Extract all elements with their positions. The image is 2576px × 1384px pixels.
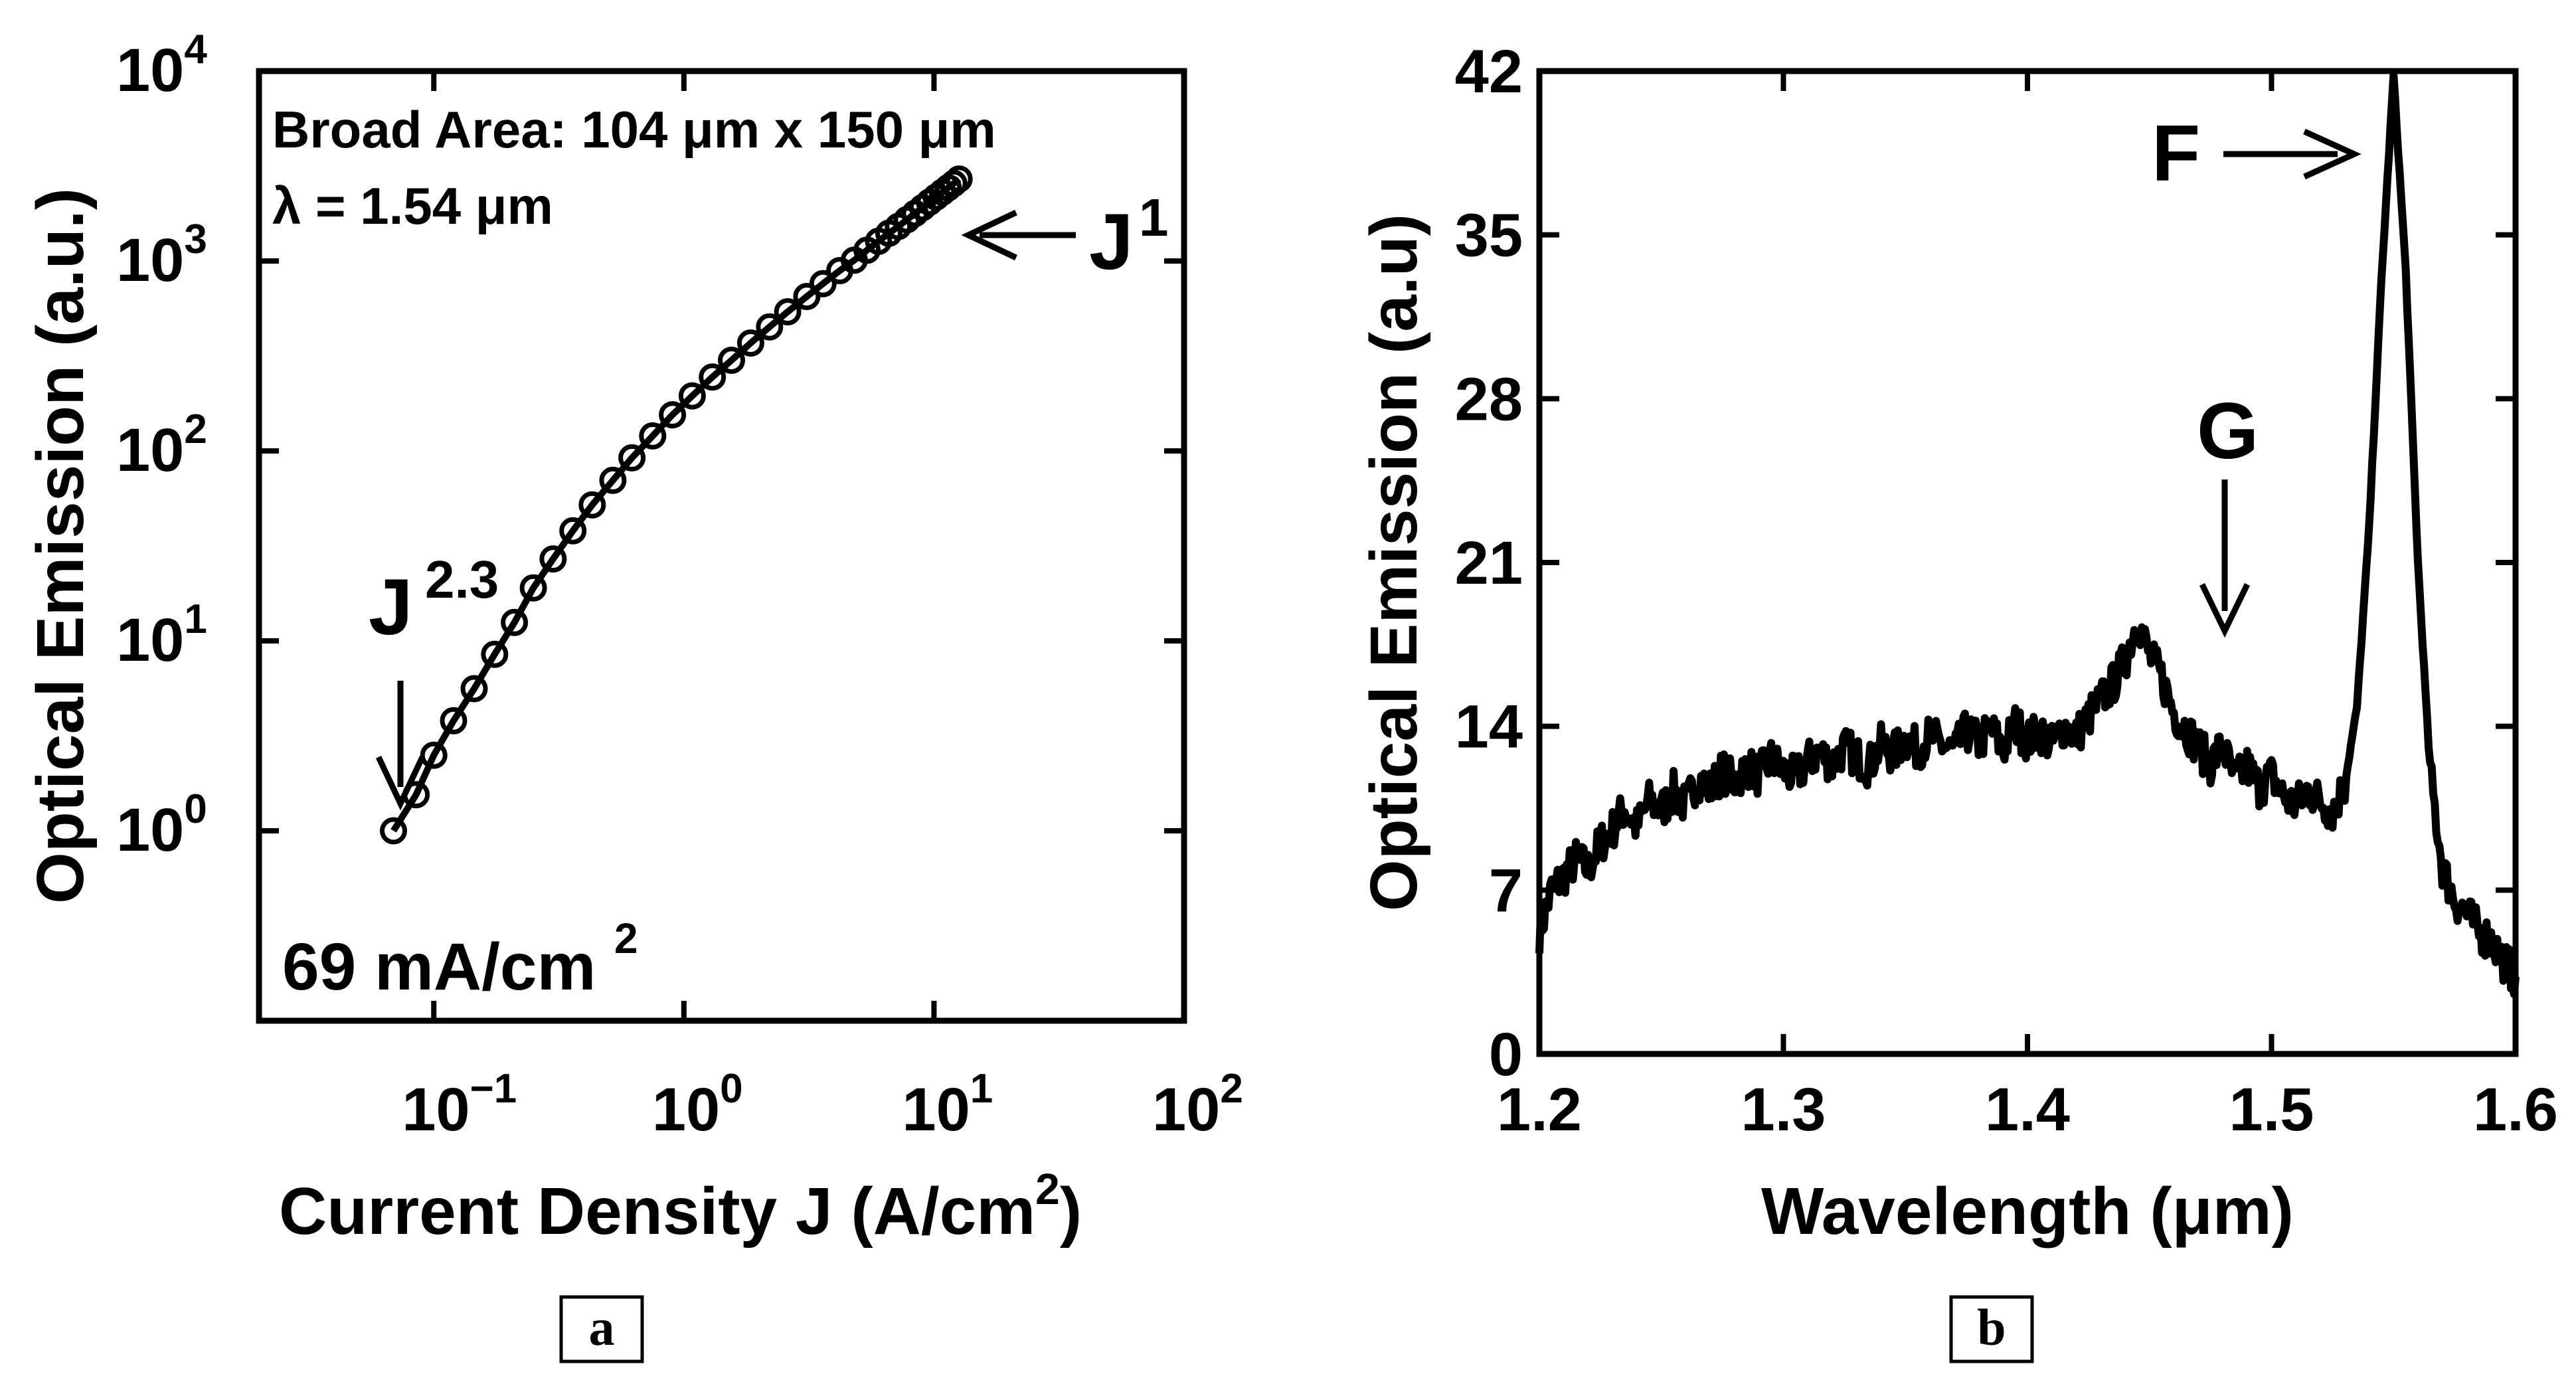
y-tick-label: 7 [1489, 857, 1523, 924]
data-point [736, 329, 764, 357]
data-point [539, 545, 567, 573]
data-point [460, 675, 488, 703]
x-tick-label: 101 [902, 1066, 993, 1144]
data-point [559, 517, 587, 545]
panel-a-annotation-wavelength: λ = 1.54 μm [272, 177, 553, 235]
panel-b-label-box [1949, 1295, 2034, 1363]
panel-a-axes-box [256, 68, 1187, 1024]
panel-a-slope-low-base: J [369, 562, 413, 651]
y-tick-label: 101 [116, 596, 207, 674]
data-point [774, 298, 802, 325]
x-tick-exponent: −1 [470, 1066, 517, 1112]
data-point [699, 363, 727, 391]
panel-a-label-box [559, 1295, 644, 1363]
y-tick-label: 102 [116, 406, 207, 484]
x-tick-label: 1.4 [1985, 1076, 2070, 1144]
panel-b-peak-g-arrow-head [2199, 583, 2251, 638]
y-tick-label: 0 [1489, 1021, 1523, 1088]
data-point [718, 347, 745, 374]
data-point [501, 608, 529, 636]
panel-a-x-axis-label: Current Density J (A/cm2) [279, 1164, 1082, 1249]
panel-b-x-tick-labels: 1.2 1.3 1.4 1.5 1.6 [1497, 1076, 2558, 1144]
x-tick-label: 102 [1152, 1066, 1243, 1144]
y-tick-label: 103 [116, 216, 207, 294]
data-point [678, 382, 706, 410]
data-point [440, 707, 468, 735]
panel-a-slope-high-base: J [1089, 197, 1134, 286]
data-point [599, 466, 627, 494]
panel-a-slope-low-arrow-head [375, 756, 426, 811]
x-tick-label: 1.3 [1741, 1076, 1826, 1144]
panel-a-slope-low-exp: 2.3 [425, 550, 499, 609]
panel-b-y-axis-label: Optical Emission (a.u) [1357, 214, 1431, 911]
data-point [481, 640, 509, 668]
x-tick-label: 1.6 [2473, 1076, 2558, 1144]
data-point [793, 283, 821, 310]
panel-a-data-series [380, 165, 973, 845]
y-tick-exponent: 1 [184, 596, 207, 642]
x-tick-label: 1.2 [1497, 1076, 1582, 1144]
panel-b-spectrum-line [1535, 71, 2520, 998]
panel-a-threshold-label: 69 mA/cm [282, 930, 596, 1004]
panel-a-slope-high-exp: 1 [1139, 188, 1169, 247]
x-tick-label: 100 [652, 1066, 743, 1144]
panel-a-ticks [259, 68, 1187, 1021]
panel-b-peak-f-arrow-head [2303, 128, 2361, 180]
x-tick-exponent: 2 [1220, 1066, 1243, 1112]
panel-a-y-axis-label: Optical Emission (a.u.) [23, 188, 98, 904]
panel-b-peak-g-label: G [2197, 387, 2259, 476]
y-tick-exponent: 0 [184, 786, 207, 832]
panel-a-threshold-sup: 2 [614, 914, 638, 962]
panel-b-y-tick-labels: 0 7 14 21 28 35 42 [1455, 38, 1523, 1088]
y-tick-label: 28 [1455, 365, 1523, 433]
data-point [420, 741, 448, 769]
data-point [756, 313, 784, 341]
data-point [639, 422, 667, 450]
y-tick-label: 14 [1455, 693, 1523, 761]
panel-b-x-axis-label: Wavelength (μm) [1761, 1174, 2294, 1249]
y-tick-exponent: 3 [184, 216, 207, 262]
x-tick-exponent: 1 [970, 1066, 993, 1112]
y-tick-label: 42 [1455, 38, 1523, 106]
panel-b-label: b [1977, 1298, 2006, 1356]
panel-b: 1.2 1.3 1.4 1.5 1.6 0 7 14 21 28 35 42 F G Wavelen… [1357, 38, 2558, 1363]
panel-b-ticks [1537, 68, 2518, 1057]
data-point [618, 444, 646, 472]
panel-a-slope-high-arrow-head [961, 209, 1017, 261]
data-point [578, 491, 606, 519]
y-tick-exponent: 2 [184, 406, 207, 452]
panel-a-fit-line [390, 176, 962, 833]
data-point [809, 270, 837, 298]
x-tick-label: 10−1 [402, 1066, 517, 1144]
panel-a-label: a [589, 1298, 615, 1356]
data-point [940, 169, 968, 197]
data-point [945, 165, 973, 193]
data-point [659, 401, 687, 429]
panel-a-x-tick-labels: 10−1 100 101 102 [402, 1066, 1243, 1144]
y-tick-exponent: 4 [184, 27, 207, 72]
data-point [519, 574, 547, 602]
x-tick-exponent: 0 [720, 1066, 742, 1112]
y-tick-label: 35 [1455, 202, 1523, 270]
y-tick-label: 104 [116, 27, 207, 104]
panel-b-peak-f-label: F [2152, 109, 2200, 198]
y-tick-label: 21 [1455, 529, 1523, 597]
y-tick-label: 100 [116, 786, 207, 864]
panel-a-annotation-device: Broad Area: 104 μm x 150 μm [272, 100, 996, 159]
x-tick-label: 1.5 [2229, 1076, 2314, 1144]
data-point [380, 817, 407, 845]
